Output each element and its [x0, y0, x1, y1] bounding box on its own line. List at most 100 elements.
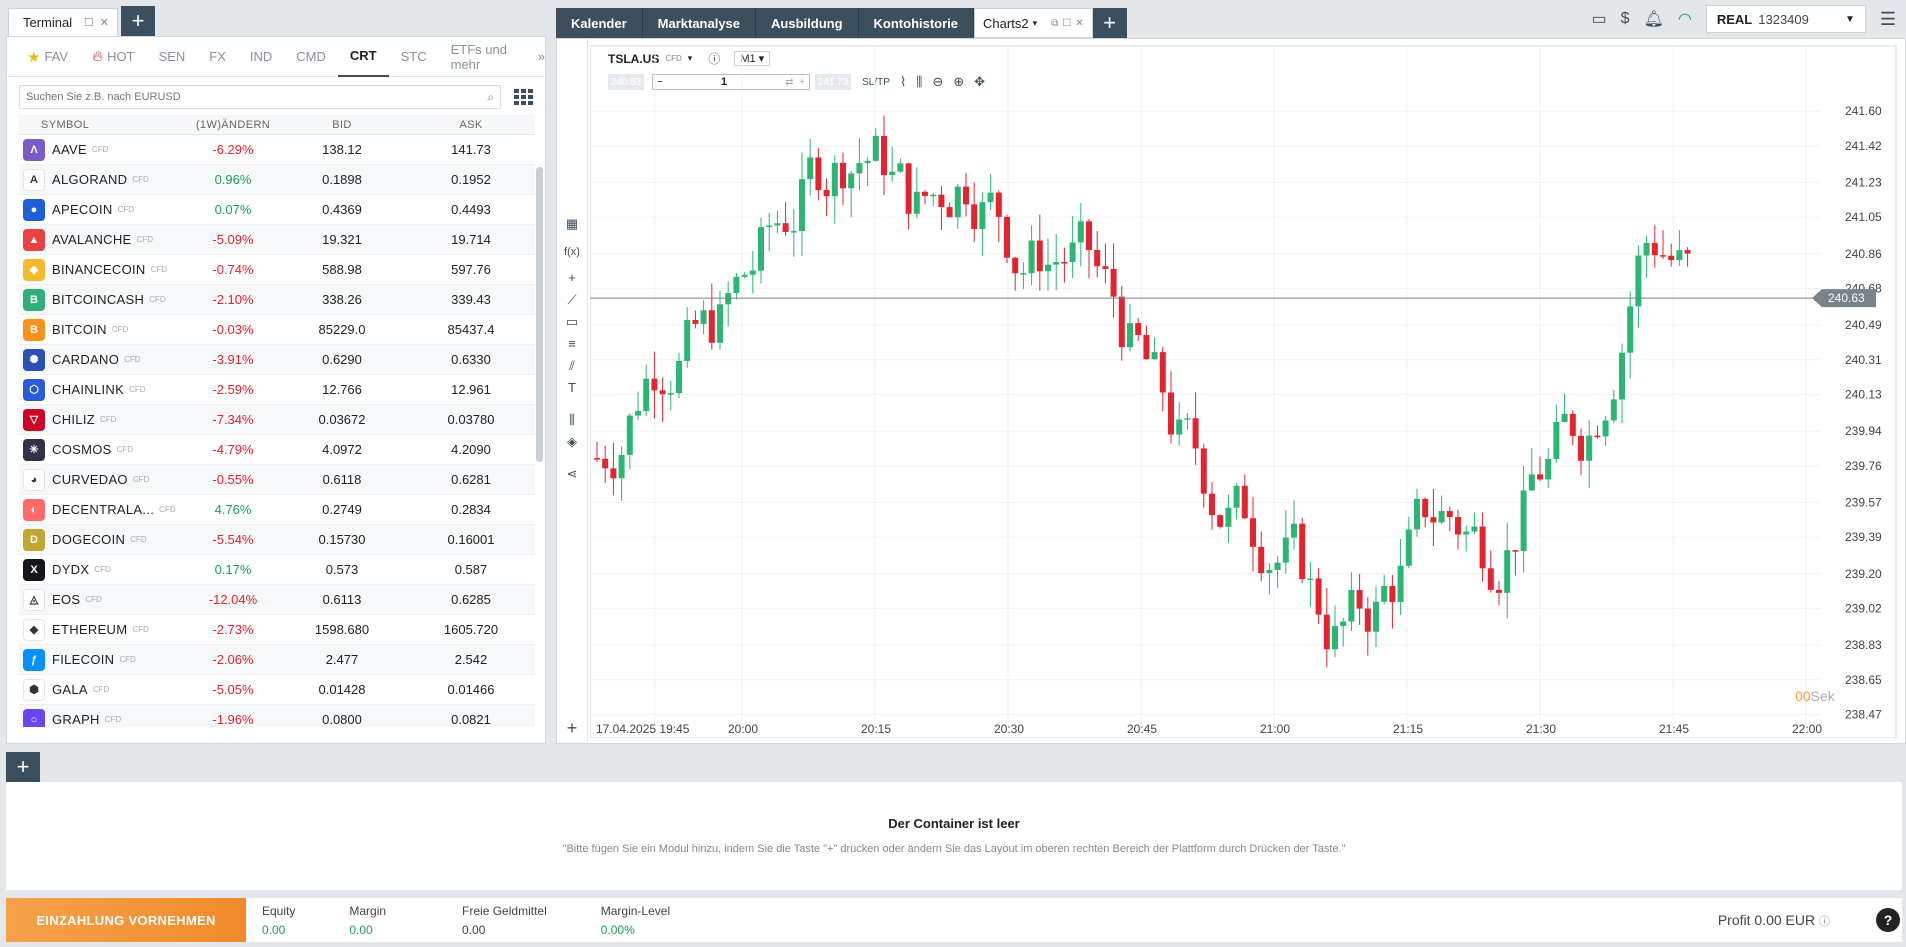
header-ask[interactable]: ASK	[459, 118, 483, 131]
bid-cell[interactable]: 0.01428	[318, 682, 366, 697]
bid-cell[interactable]: 138.12	[322, 142, 362, 157]
trendline-icon[interactable]: ⟋	[567, 292, 577, 307]
add-indicator-button[interactable]: +	[566, 718, 578, 738]
ask-cell[interactable]: 0.6281	[451, 472, 491, 487]
layout-icon[interactable]: ▭	[1591, 11, 1607, 28]
header-bid[interactable]: BID	[332, 118, 352, 131]
chevron-down-icon[interactable]: ▾	[687, 53, 693, 63]
indicators-icon[interactable]: f(x)	[564, 246, 580, 258]
candles-icon[interactable]: ⫼	[916, 74, 923, 89]
category-tab-crt[interactable]: CRT	[337, 37, 389, 77]
line-chart-icon[interactable]: ⌇	[900, 74, 907, 89]
bid-cell[interactable]: 85229.0	[318, 322, 366, 337]
account-selector[interactable]: REAL 1323409 ▼	[1705, 5, 1866, 33]
window-icon[interactable]: ☐	[1062, 17, 1072, 29]
zoom-out-icon[interactable]: ⊖	[932, 74, 944, 89]
bid-cell[interactable]: 338.26	[322, 292, 362, 307]
table-row[interactable]: ◬ EOS CFD -12.04% 0.6113 0.6285	[19, 585, 535, 615]
bid-cell[interactable]: 0.6118	[322, 472, 362, 487]
ask-cell[interactable]: 0.4493	[451, 202, 491, 217]
bid-cell[interactable]: 0.6290	[322, 352, 362, 367]
ask-cell[interactable]: 141.73	[451, 142, 491, 157]
ask-cell[interactable]: 0.01466	[447, 682, 495, 697]
deposit-button[interactable]: EINZAHLUNG VORNEHMEN	[6, 898, 246, 942]
table-row[interactable]: ▲ AVALANCHE CFD -5.09% 19.321 19.714	[19, 225, 535, 255]
window-icon[interactable]: ☐	[83, 17, 94, 29]
table-row[interactable]: ◕ CURVEDAO CFD -0.55% 0.6118 0.6281	[19, 465, 535, 495]
category-tab-cmd[interactable]: CMD	[284, 37, 338, 77]
table-row[interactable]: ◆ ETHEREUM CFD -2.73% 1598.680 1605.720	[19, 615, 535, 645]
table-row[interactable]: A ALGORAND CFD 0.96% 0.1898 0.1952	[19, 165, 535, 195]
menu-icon[interactable]: ☰	[1879, 8, 1896, 29]
add-terminal-button[interactable]: +	[121, 6, 155, 36]
bid-cell[interactable]: 0.15730	[318, 532, 366, 547]
ask-cell[interactable]: 339.43	[451, 292, 491, 307]
share-icon[interactable]: ⋖	[566, 466, 578, 481]
category-tab-ind[interactable]: IND	[238, 37, 284, 77]
bid-cell[interactable]: 0.4369	[322, 202, 362, 217]
bid-cell[interactable]: 2.477	[325, 652, 359, 667]
close-icon[interactable]: ✕	[99, 17, 109, 29]
header-change[interactable]: (1W)ÄNDERN	[195, 118, 271, 131]
category-tab-stc[interactable]: STC	[389, 37, 439, 77]
terminal-tab[interactable]: Terminal ☐ ✕	[8, 8, 118, 36]
ask-cell[interactable]: 0.0821	[451, 712, 491, 727]
buy-price[interactable]: 241.73	[815, 74, 851, 90]
swap-icon[interactable]: ⇄ +	[785, 76, 805, 88]
table-row[interactable]: ◐ DECENTRALA... CFD 4.76% 0.2749 0.2834	[19, 495, 535, 525]
bid-cell[interactable]: 0.03672	[318, 412, 366, 427]
table-row[interactable]: ⬢ GALA CFD -5.05% 0.01428 0.01466	[19, 675, 535, 705]
popout-icon[interactable]: ⧉	[1051, 17, 1059, 29]
table-row[interactable]: ✺ CARDANO CFD -3.91% 0.6290 0.6330	[19, 345, 535, 375]
templates-icon[interactable]: ▦	[565, 216, 579, 231]
search-input[interactable]	[26, 91, 488, 103]
candlestick-chart[interactable]: 241.60241.42241.23241.05240.86240.68240.…	[590, 38, 1904, 738]
rectangle-icon[interactable]: ▭	[565, 314, 579, 329]
search-icon[interactable]: ⌕	[487, 89, 494, 104]
close-icon[interactable]: ✕	[1075, 17, 1084, 29]
table-row[interactable]: D DOGECOIN CFD -5.54% 0.15730 0.16001	[19, 525, 535, 555]
table-row[interactable]: ▽ CHILIZ CFD -7.34% 0.03672 0.03780	[19, 405, 535, 435]
ask-cell[interactable]: 4.2090	[451, 442, 491, 457]
ask-cell[interactable]: 0.6330	[451, 352, 491, 367]
currency-exchange-icon[interactable]: $	[1620, 10, 1630, 27]
add-module-button[interactable]: +	[6, 752, 40, 782]
ask-cell[interactable]: 597.76	[451, 262, 491, 277]
header-symbol[interactable]: SYMBOL	[41, 118, 90, 131]
table-row[interactable]: Λ AAVE CFD -6.29% 138.12 141.73	[19, 135, 535, 165]
table-row[interactable]: ● APECOIN CFD 0.07% 0.4369 0.4493	[19, 195, 535, 225]
instrument-symbol[interactable]: TSLA.US	[608, 51, 660, 66]
tab-charts2[interactable]: Charts2 ▾ ⧉ ☐ ✕	[974, 8, 1093, 38]
category-tab-fav[interactable]: ★ FAV	[15, 37, 80, 77]
info-icon[interactable]: ⓘ	[708, 52, 721, 66]
tab-marktanalyse[interactable]: Marktanalyse	[642, 8, 757, 38]
bid-cell[interactable]: 0.0800	[322, 712, 362, 727]
category-tab-etfs-und-mehr[interactable]: ETFs und mehr	[439, 37, 536, 77]
ask-cell[interactable]: 0.16001	[447, 532, 495, 547]
ask-cell[interactable]: 19.714	[451, 232, 491, 247]
minus-icon[interactable]: −	[657, 76, 663, 88]
category-tab-sen[interactable]: SEN	[147, 37, 198, 77]
category-tab-hot[interactable]: 🔥︎ HOT	[80, 37, 146, 77]
bid-cell[interactable]: 0.2749	[322, 502, 362, 517]
table-row[interactable]: ⬡ CHAINLINK CFD -2.59% 12.766 12.961	[19, 375, 535, 405]
interval-select[interactable]: M1 ▾	[734, 51, 771, 66]
table-row[interactable]: B BITCOINCASH CFD -2.10% 338.26 339.43	[19, 285, 535, 315]
bid-cell[interactable]: 0.6113	[322, 592, 362, 607]
ask-cell[interactable]: 1605.720	[443, 622, 499, 637]
bell-icon[interactable]: 🔔︎	[1643, 11, 1664, 28]
table-row[interactable]: B BITCOIN CFD -0.03% 85229.0 85437.4	[19, 315, 535, 345]
bid-cell[interactable]: 12.766	[322, 382, 362, 397]
bid-cell[interactable]: 1598.680	[314, 622, 370, 637]
table-row[interactable]: X DYDX CFD 0.17% 0.573 0.587	[19, 555, 535, 585]
bid-cell[interactable]: 4.0972	[322, 442, 362, 457]
volume-stepper[interactable]: − 1 ⇄ +	[652, 74, 810, 90]
ask-cell[interactable]: 0.2834	[451, 502, 491, 517]
ask-cell[interactable]: 12.961	[451, 382, 491, 397]
zoom-in-icon[interactable]: ⊕	[953, 74, 965, 89]
more-categories-icon[interactable]: »	[537, 49, 545, 64]
bid-cell[interactable]: 0.1898	[322, 172, 362, 187]
move-icon[interactable]: ✥	[974, 74, 986, 89]
table-row[interactable]: ƒ FILECOIN CFD -2.06% 2.477 2.542	[19, 645, 535, 675]
tab-kalender[interactable]: Kalender	[556, 8, 643, 38]
